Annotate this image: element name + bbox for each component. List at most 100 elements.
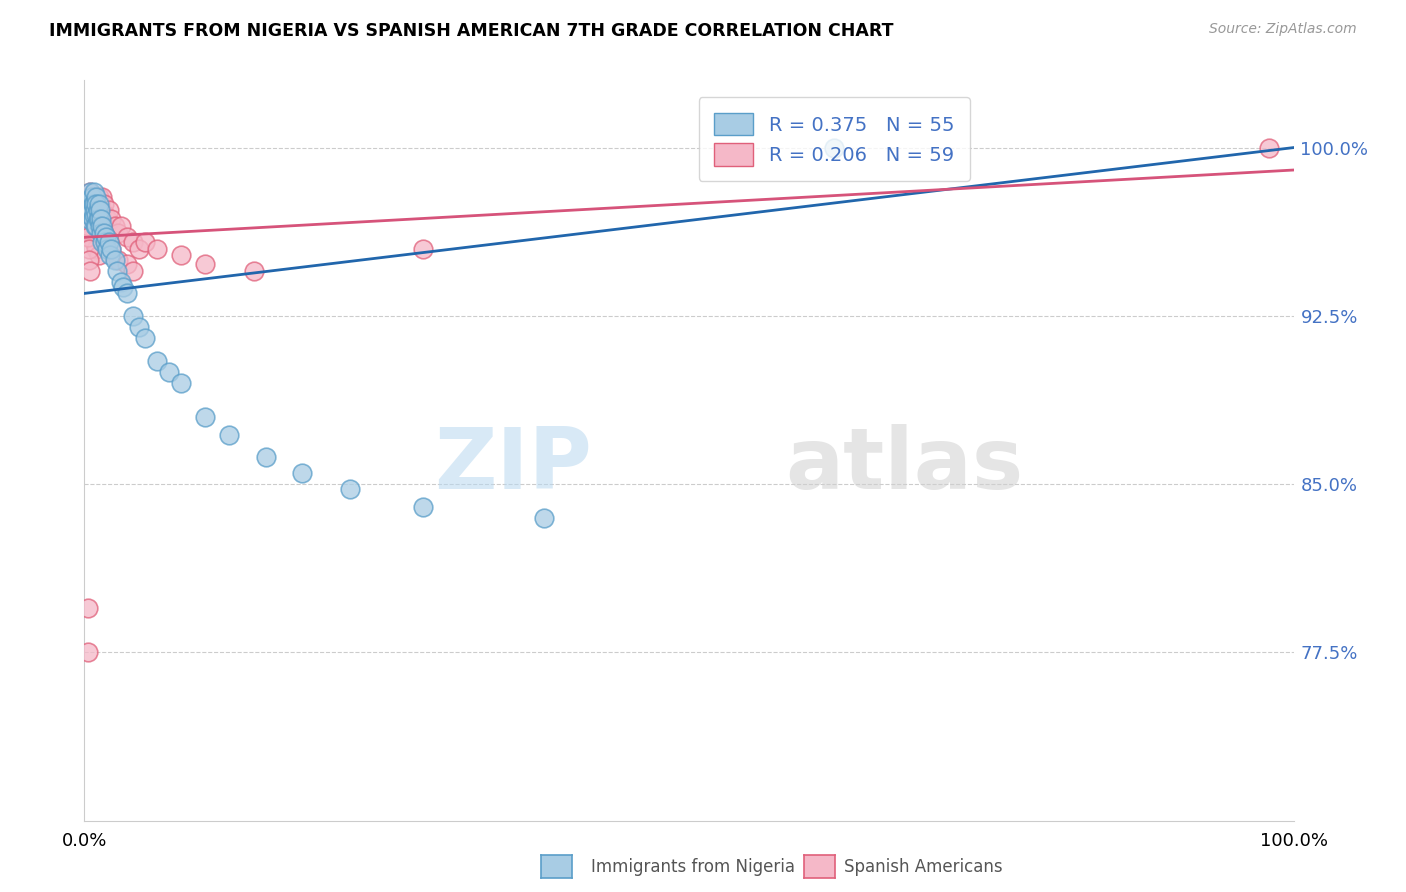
Point <box>80 190 103 204</box>
Point <box>91 230 114 244</box>
Point <box>84 219 107 233</box>
Point <box>86 203 108 218</box>
Point <box>291 466 314 480</box>
Point <box>87 219 110 233</box>
Point <box>412 242 434 256</box>
Point <box>86 208 108 222</box>
Point <box>121 235 143 249</box>
Point <box>90 208 112 222</box>
Point <box>104 252 127 267</box>
Point <box>82 196 104 211</box>
Point <box>80 203 103 218</box>
Point <box>91 219 114 233</box>
Point <box>80 190 103 204</box>
Point <box>79 264 101 278</box>
Point <box>83 235 105 249</box>
Point <box>83 190 105 204</box>
Point <box>1258 140 1281 154</box>
Point <box>105 264 128 278</box>
Point <box>79 196 101 211</box>
Point <box>84 203 107 218</box>
Point <box>128 320 150 334</box>
Point <box>96 242 118 256</box>
Point <box>79 186 101 200</box>
Point <box>91 190 114 204</box>
Point <box>77 203 100 218</box>
Point <box>77 242 100 256</box>
Point <box>107 226 129 240</box>
Point <box>87 248 110 262</box>
Point <box>128 242 150 256</box>
Point <box>77 190 100 204</box>
Point <box>93 226 115 240</box>
Point <box>121 309 143 323</box>
Point <box>94 230 117 244</box>
Point <box>170 248 193 262</box>
Point <box>100 242 122 256</box>
Point <box>83 203 105 218</box>
Point <box>121 264 143 278</box>
Point <box>86 212 108 227</box>
Point <box>79 196 101 211</box>
Point <box>82 196 104 211</box>
Point <box>84 212 107 227</box>
Point <box>100 242 122 256</box>
Text: IMMIGRANTS FROM NIGERIA VS SPANISH AMERICAN 7TH GRADE CORRELATION CHART: IMMIGRANTS FROM NIGERIA VS SPANISH AMERI… <box>49 22 894 40</box>
Point <box>110 275 132 289</box>
Point <box>82 212 104 227</box>
Point <box>83 208 105 222</box>
Point <box>115 286 138 301</box>
Point <box>91 235 114 249</box>
Text: Source: ZipAtlas.com: Source: ZipAtlas.com <box>1209 22 1357 37</box>
Point <box>86 196 108 211</box>
Point <box>79 208 101 222</box>
Point <box>89 196 111 211</box>
Point <box>115 230 138 244</box>
Point <box>94 235 117 249</box>
Text: Spanish Americans: Spanish Americans <box>844 858 1002 876</box>
Point <box>83 208 105 222</box>
Point <box>94 235 117 249</box>
Point <box>77 196 100 211</box>
Point <box>77 230 100 244</box>
Point <box>83 196 105 211</box>
Point <box>86 190 108 204</box>
Point <box>79 186 101 200</box>
Point <box>86 203 108 218</box>
Point <box>97 235 120 249</box>
Point <box>87 196 110 211</box>
Point <box>87 203 110 218</box>
Point <box>80 219 103 233</box>
Point <box>82 203 104 218</box>
Point <box>134 235 156 249</box>
Point <box>218 427 240 442</box>
Point <box>77 645 100 659</box>
Point <box>170 376 193 391</box>
Point <box>97 203 120 218</box>
Point <box>87 190 110 204</box>
Point <box>87 212 110 227</box>
Point <box>412 500 434 514</box>
Point <box>107 252 129 267</box>
Point <box>86 242 108 256</box>
Point <box>194 409 217 424</box>
Point <box>79 212 101 227</box>
Point <box>823 140 845 154</box>
Point <box>90 226 112 240</box>
Point <box>77 212 100 227</box>
Point <box>89 203 111 218</box>
Point <box>110 219 132 233</box>
Point <box>89 219 111 233</box>
Text: ZIP: ZIP <box>434 424 592 507</box>
Point <box>86 212 108 227</box>
Point <box>77 252 100 267</box>
Point <box>134 331 156 345</box>
Point <box>91 203 114 218</box>
Point <box>157 365 180 379</box>
Text: atlas: atlas <box>786 424 1024 507</box>
Point <box>77 219 100 233</box>
Legend: R = 0.375   N = 55, R = 0.206   N = 59: R = 0.375 N = 55, R = 0.206 N = 59 <box>699 97 970 181</box>
Point <box>115 257 138 271</box>
Point <box>80 226 103 240</box>
Point <box>77 600 100 615</box>
